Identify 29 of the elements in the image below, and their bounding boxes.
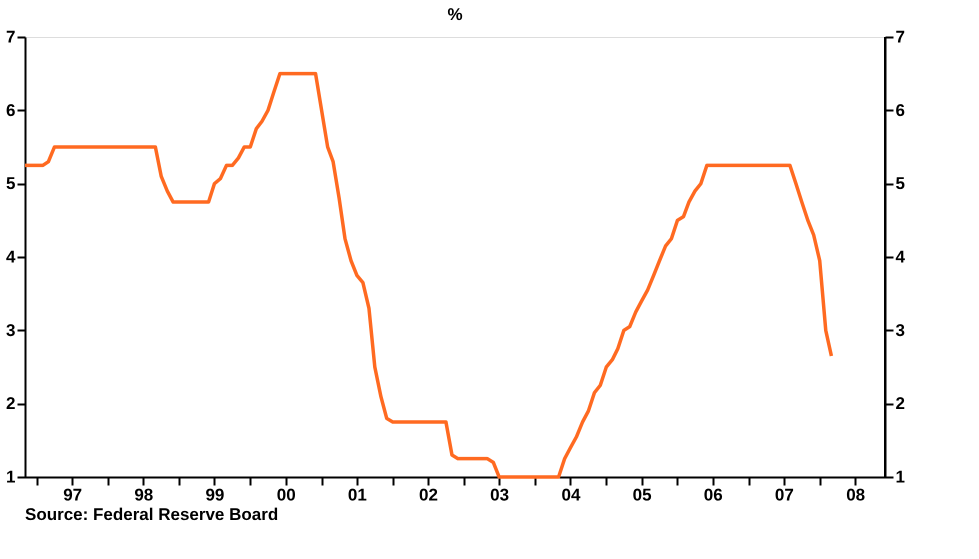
y-tick-label: 3 (6, 320, 16, 340)
y-tick-label: 2 (6, 394, 16, 414)
y-tick-label: 5 (6, 174, 16, 194)
x-tick-label: 03 (490, 486, 510, 504)
y-tick-label: 4 (6, 248, 16, 266)
y-tick-label: 6 (6, 100, 16, 120)
x-tick-label: 07 (774, 486, 794, 504)
x-tick-label: 00 (276, 486, 296, 504)
x-tick-label: 06 (704, 486, 723, 504)
y2-tick-label: 2 (896, 394, 905, 414)
x-tick-label: 99 (205, 486, 224, 504)
x-tick-label: 01 (348, 486, 367, 504)
y2-tick-label: 5 (896, 174, 905, 194)
y2-tick-label: 4 (896, 248, 906, 266)
y2-tick-label: 3 (896, 320, 905, 340)
y2-tick-label: 6 (896, 100, 905, 120)
chart-title: % (447, 5, 463, 24)
x-tick-label: 04 (562, 486, 581, 504)
y-tick-label: 7 (6, 28, 16, 46)
y2-tick-label: 7 (896, 28, 905, 46)
x-tick-label: 98 (134, 486, 154, 504)
y-tick-label: 1 (6, 468, 16, 486)
x-tick-label: 05 (632, 486, 652, 504)
x-tick-label: 02 (419, 486, 438, 504)
source-note: Source: Federal Reserve Board (25, 505, 278, 524)
x-tick-label: 08 (846, 486, 866, 504)
line-series (23, 72, 834, 479)
x-tick-label: 97 (63, 486, 82, 504)
y2-tick-label: 1 (896, 468, 905, 486)
